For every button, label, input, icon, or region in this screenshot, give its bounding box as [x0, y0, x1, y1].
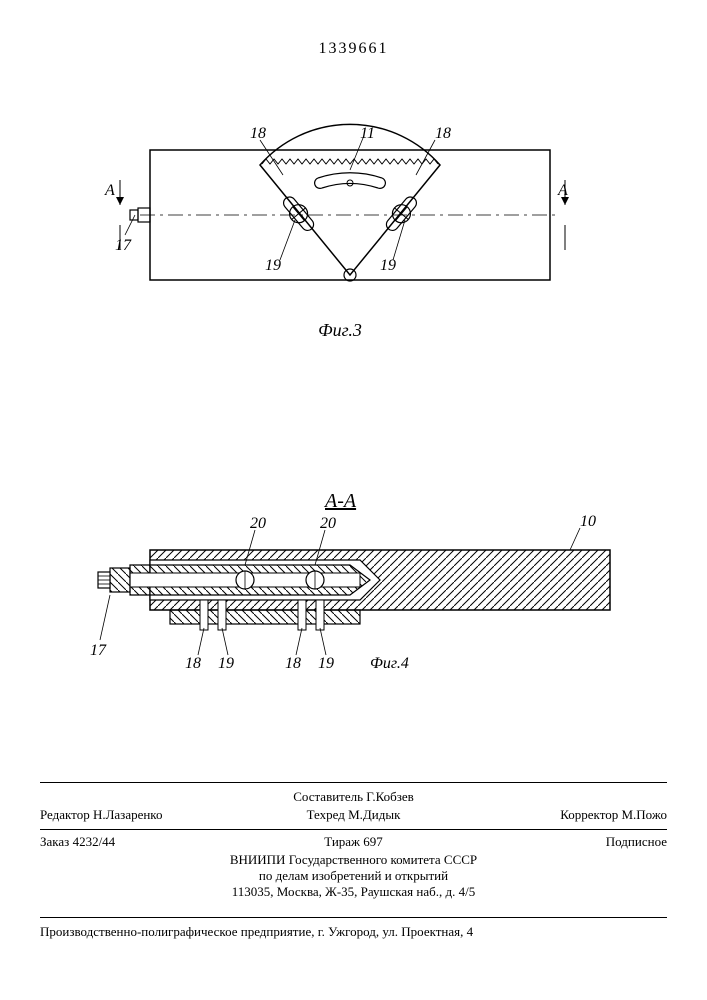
fig3-label-11: 11 [360, 125, 375, 142]
org-line-3: 113035, Москва, Ж-35, Раушская наб., д. … [40, 884, 667, 900]
fig4-label-20b: 20 [320, 515, 336, 532]
fig3-label-18a: 18 [250, 125, 266, 142]
fig4-label-17: 17 [90, 642, 107, 659]
subscription: Подписное [458, 834, 667, 850]
fig4-label-18b: 18 [285, 655, 301, 672]
fig4-label-10: 10 [580, 513, 596, 530]
page: 1339661 [0, 0, 707, 1000]
tirage-number: 697 [363, 834, 383, 849]
figure-4: 20 20 10 17 18 19 18 19 Фиг.4 [70, 510, 630, 710]
org-line-2: по делам изобретений и открытий [40, 868, 667, 884]
patent-number: 1339661 [0, 40, 707, 58]
credits-block: Составитель Г.Кобзев Редактор Н.Лазаренк… [40, 782, 667, 900]
tirage-label: Тираж [324, 834, 360, 849]
techred-name: М.Дидык [348, 807, 400, 822]
corrector-name: М.Пожо [621, 807, 667, 822]
editor-name: Н.Лазаренко [93, 807, 163, 822]
fig4-label-20a: 20 [250, 515, 266, 532]
fig4-label-19b: 19 [318, 655, 334, 672]
figure-3: 18 11 18 19 19 17 A A Фиг.3 [100, 120, 580, 340]
footer: Производственно-полиграфическое предприя… [40, 917, 667, 940]
order-number: 4232/44 [73, 834, 116, 849]
fig3-label-18b: 18 [435, 125, 451, 142]
fig3-section-a-right: A [557, 182, 568, 199]
fig4-label-19a: 19 [218, 655, 234, 672]
order-label: Заказ [40, 834, 69, 849]
compiler-label: Составитель [293, 789, 363, 804]
fig3-label-19b: 19 [380, 257, 396, 274]
compiler-name: Г.Кобзев [366, 789, 413, 804]
techred-label: Техред [307, 807, 345, 822]
fig4-caption: Фиг.4 [370, 655, 409, 672]
org-line-1: ВНИИПИ Государственного комитета СССР [40, 852, 667, 868]
fig4-label-18a: 18 [185, 655, 201, 672]
editor-label: Редактор [40, 807, 90, 822]
fig3-label-17: 17 [115, 237, 132, 254]
fig3-section-a-left: A [104, 182, 115, 199]
corrector-label: Корректор [560, 807, 618, 822]
fig3-label-19a: 19 [265, 257, 281, 274]
